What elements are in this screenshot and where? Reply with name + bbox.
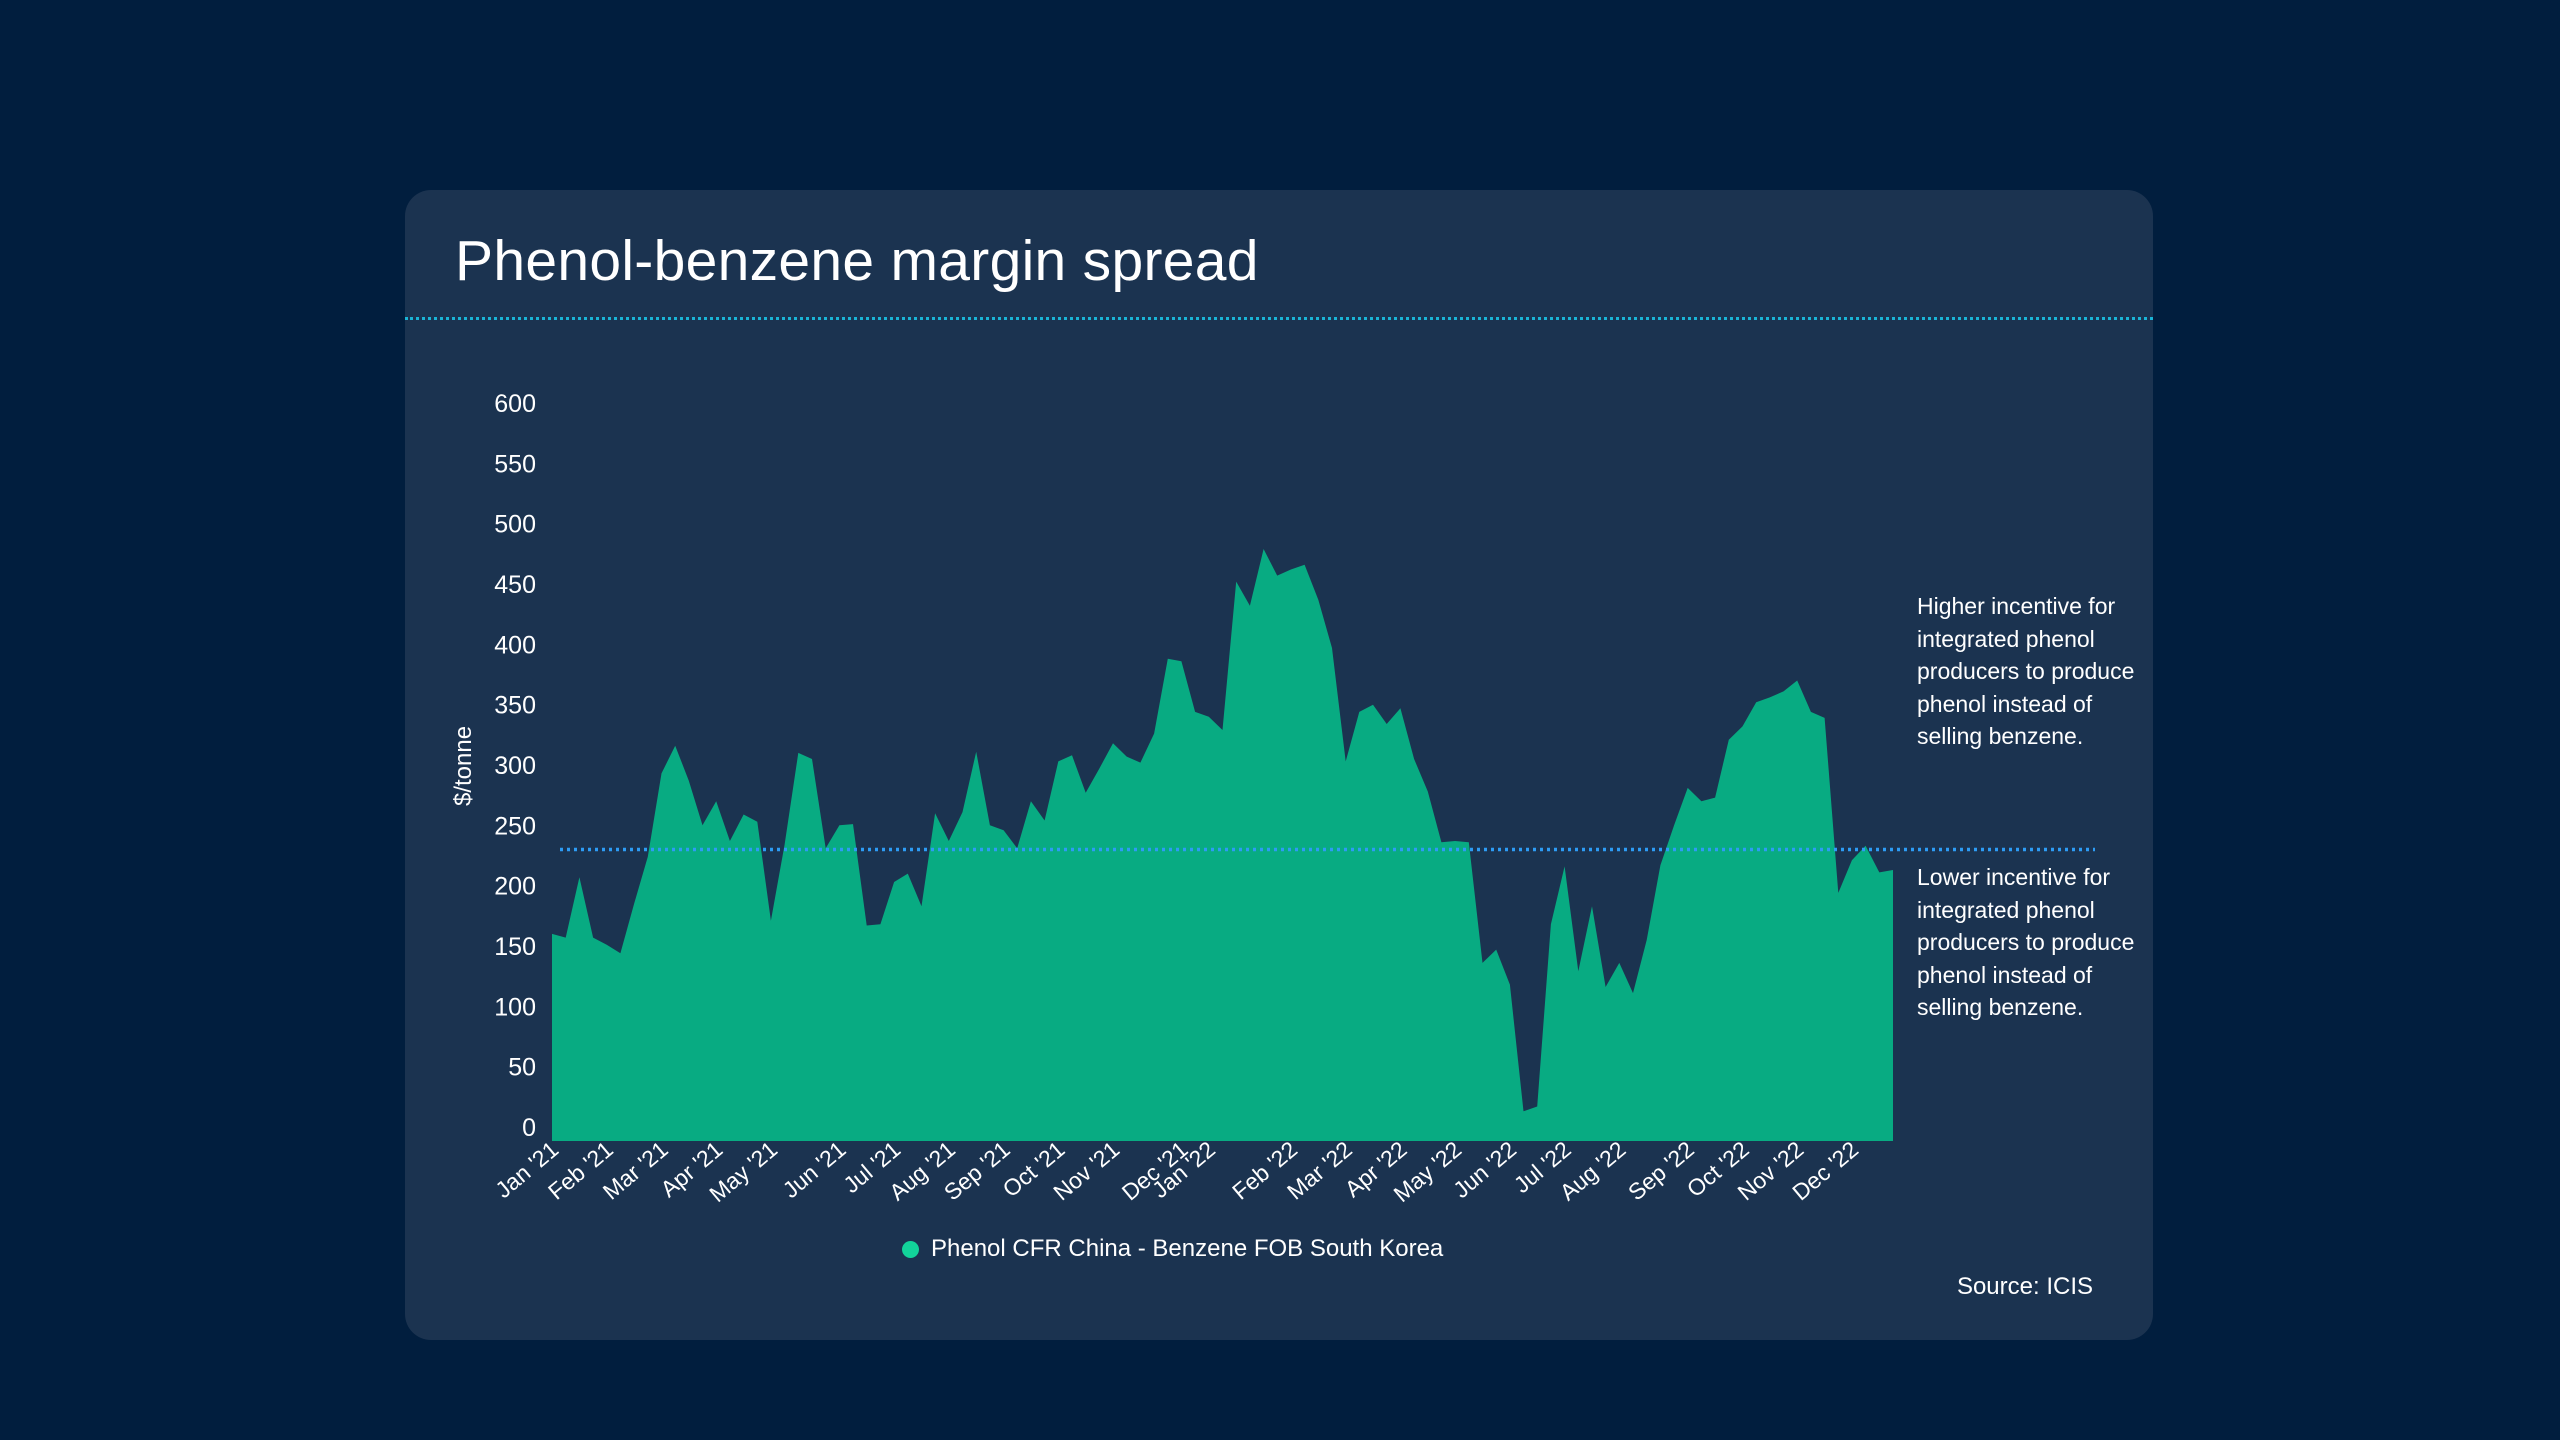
legend-label: Phenol CFR China - Benzene FOB South Kor… xyxy=(931,1235,1444,1262)
annotation-lower-incentive: Lower incentive for integrated phenol pr… xyxy=(1917,864,2135,1020)
y-tick-label: 200 xyxy=(494,873,536,901)
source-note: Source: ICIS xyxy=(1956,1273,2093,1300)
annotation-higher-incentive: Higher incentive for integrated phenol p… xyxy=(1917,593,2135,749)
x-tick-label: Jun '22 xyxy=(1448,1136,1521,1203)
y-axis-label: $/tonne xyxy=(450,726,477,806)
y-tick-label: 150 xyxy=(494,933,536,961)
y-tick-label: 600 xyxy=(494,390,536,418)
y-tick-label: 550 xyxy=(494,450,536,478)
y-tick-label: 450 xyxy=(494,571,536,599)
legend-marker xyxy=(902,1240,919,1258)
area-series xyxy=(552,549,1893,1141)
legend: Phenol CFR China - Benzene FOB South Kor… xyxy=(902,1235,1443,1263)
y-tick-label: 400 xyxy=(494,631,536,659)
x-tick-label: Jun '21 xyxy=(778,1136,851,1203)
x-tick-label: Sep '22 xyxy=(1623,1136,1699,1206)
y-tick-label: 0 xyxy=(522,1114,536,1142)
y-tick-label: 300 xyxy=(494,752,536,780)
chart-plot: 0 50 100 150 200 250 300 350 400 450 500 550 600 $/t… xyxy=(450,390,2095,1207)
title-divider xyxy=(405,317,2153,320)
y-axis-ticks: 0 50 100 150 200 250 300 350 400 450 500 550 600 xyxy=(494,390,536,1142)
chart-title: Phenol-benzene margin spread xyxy=(455,229,1259,293)
y-tick-label: 250 xyxy=(494,812,536,840)
y-tick-label: 500 xyxy=(494,511,536,539)
y-tick-label: 50 xyxy=(508,1054,536,1082)
chart-card: Phenol-benzene margin spread 0 50 100 150 20… xyxy=(405,190,2153,1340)
y-tick-label: 100 xyxy=(494,993,536,1021)
y-tick-label: 350 xyxy=(494,692,536,720)
